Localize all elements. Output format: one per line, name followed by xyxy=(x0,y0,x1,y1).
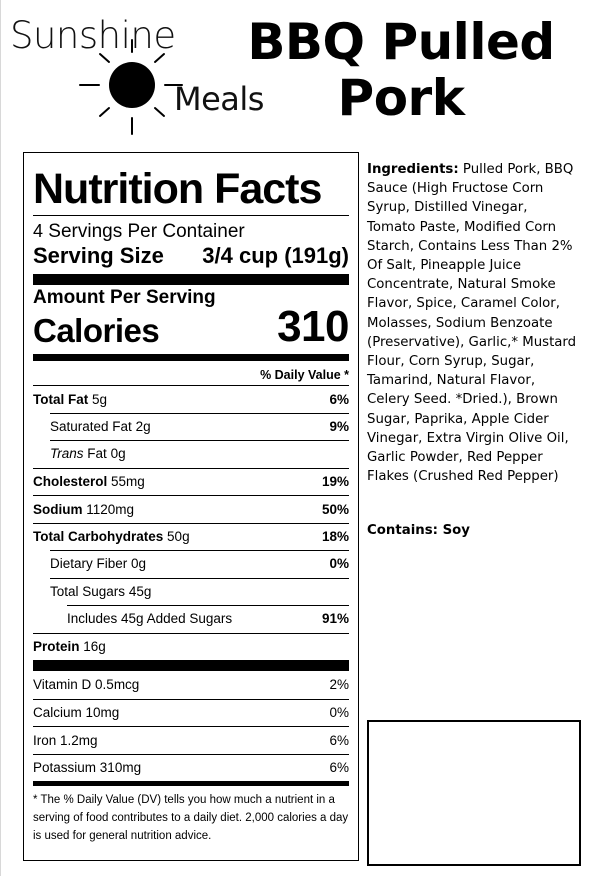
nutrient-amount: 5g xyxy=(92,391,108,407)
vitamin-dv: 0% xyxy=(329,705,349,721)
nutrient-name: Saturated Fat xyxy=(50,418,132,434)
nutrient-row-total-sugars: Total Sugars 45g xyxy=(33,577,349,606)
nutrition-facts-heading: Nutrition Facts xyxy=(33,165,322,213)
nutrient-amount: 55mg xyxy=(111,474,145,490)
nutrient-name: Sodium xyxy=(33,501,83,517)
nutrient-row-trans-fat: Trans Fat 0g xyxy=(33,440,349,468)
logo-word-meals: Meals xyxy=(174,80,264,118)
servings-count: 4 xyxy=(33,221,44,241)
ingredients-label: Ingredients: xyxy=(367,162,459,177)
thick-divider xyxy=(33,274,349,285)
sun-icon xyxy=(79,39,183,135)
nutrient-amount: 1120mg xyxy=(86,501,135,517)
ingredients-block: Ingredients: Pulled Pork, BBQ Sauce (Hig… xyxy=(367,160,577,486)
calories-label: Calories xyxy=(33,312,160,349)
ingredients-text: Pulled Pork, BBQ Sauce (High Fructose Co… xyxy=(367,162,577,485)
nutrient-row-saturated-fat: Saturated Fat 2g 9% xyxy=(33,412,349,441)
nutrient-name: Includes 45g Added Sugars xyxy=(67,611,233,627)
vitamin-name: Iron xyxy=(33,732,57,748)
nutrient-amount: 0g xyxy=(131,556,147,572)
nutrient-dv: 18% xyxy=(321,529,349,545)
nutrient-dv: 9% xyxy=(329,418,349,434)
servings-text: Servings Per Container xyxy=(48,221,245,242)
vitamin-row-iron: Iron 1.2mg 6% xyxy=(33,726,349,754)
vitamin-name: Potassium xyxy=(33,760,97,776)
amount-per-serving: Amount Per Serving xyxy=(33,287,216,308)
nutrient-row-cholesterol: Cholesterol 55mg 19% xyxy=(33,467,349,496)
nutrient-name: Total Carbohydrates xyxy=(33,529,164,545)
allergen-statement: Contains: Soy xyxy=(367,523,470,538)
brand-logo: Sunshine Meals xyxy=(0,0,290,150)
nutrition-facts-panel: Nutrition Facts 4 Servings Per Container… xyxy=(23,152,359,861)
nutrient-dv: 50% xyxy=(321,501,349,517)
nutrient-name: Total Fat xyxy=(33,391,89,407)
nutrient-row-added-sugars: Includes 45g Added Sugars 91% xyxy=(33,605,349,633)
vitamin-dv: 2% xyxy=(329,677,349,693)
daily-value-footnote: * The % Daily Value (DV) tells you how m… xyxy=(33,794,349,842)
nutrient-amount: 0g xyxy=(110,446,126,462)
calories-row: Calories 310 xyxy=(33,302,349,351)
nutrient-row-protein: Protein 16g xyxy=(33,632,349,661)
nutrient-row-dietary-fiber: Dietary Fiber 0g 0% xyxy=(33,550,349,578)
vitamin-amount: 10mg xyxy=(85,705,120,721)
logo-word-sunshine: Sunshine xyxy=(10,14,176,57)
vitamin-amount: 0.5mcg xyxy=(95,677,140,693)
daily-value-header: % Daily Value * xyxy=(260,368,349,382)
nutrient-dv: 6% xyxy=(329,391,349,407)
vitamin-dv: 6% xyxy=(329,760,349,776)
nutrient-row-total-fat: Total Fat 5g 6% xyxy=(33,385,349,413)
nutrient-row-sodium: Sodium 1120mg 50% xyxy=(33,495,349,523)
medium-divider xyxy=(33,354,349,361)
nutrient-name: Protein xyxy=(33,639,80,655)
nutrient-row-total-carbohydrates: Total Carbohydrates 50g 18% xyxy=(33,522,349,551)
nutrient-dv: 91% xyxy=(321,611,349,627)
product-title-line1: BBQ Pulled xyxy=(247,13,555,71)
vitamin-row-potassium: Potassium 310mg 6% xyxy=(33,753,349,782)
serving-size-row: Serving Size 3/4 cup (191g) xyxy=(33,243,349,269)
product-title: BBQ Pulled Pork xyxy=(226,14,576,126)
vitamin-row-vitamin-d: Vitamin D 0.5mcg 2% xyxy=(33,671,349,699)
divider xyxy=(33,215,349,216)
vitamin-dv: 6% xyxy=(329,732,349,748)
nutrient-amount: 2g xyxy=(135,418,151,434)
nutrient-name-italic: Trans xyxy=(50,446,84,462)
nutrient-amount: 16g xyxy=(83,639,106,655)
vitamin-amount: 1.2mg xyxy=(60,732,98,748)
footnote-divider xyxy=(33,781,349,786)
nutrient-name: Fat xyxy=(87,446,107,462)
vitamin-row-calcium: Calcium 10mg 0% xyxy=(33,698,349,727)
servings-per-container: 4 Servings Per Container xyxy=(33,220,349,243)
nutrient-dv: 0% xyxy=(329,556,349,572)
product-title-line2: Pork xyxy=(337,69,465,127)
nutrient-amount: 45g xyxy=(128,583,152,599)
nutrient-amount: 50g xyxy=(167,529,190,545)
vitamin-name: Vitamin D xyxy=(33,677,92,693)
serving-size-value: 3/4 cup (191g) xyxy=(202,243,349,268)
nutrient-dv: 19% xyxy=(321,474,349,490)
nutrient-name: Cholesterol xyxy=(33,474,108,490)
vitamin-amount: 310mg xyxy=(99,760,142,776)
blank-label-box xyxy=(367,720,581,866)
thick-divider xyxy=(33,660,349,671)
serving-size-label: Serving Size xyxy=(33,243,164,268)
nutrient-name: Dietary Fiber xyxy=(50,556,128,572)
nutrient-name: Total Sugars xyxy=(50,583,126,599)
vitamin-name: Calcium xyxy=(33,705,82,721)
calories-value: 310 xyxy=(277,302,349,351)
